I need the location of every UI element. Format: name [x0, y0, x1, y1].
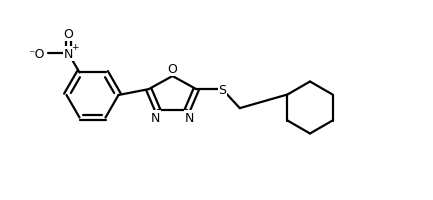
Text: S: S — [218, 83, 226, 96]
Text: O: O — [168, 63, 178, 76]
Text: O: O — [64, 28, 74, 41]
Text: N: N — [151, 111, 160, 124]
Text: +: + — [71, 43, 79, 52]
Text: ⁻O: ⁻O — [29, 48, 45, 61]
Text: N: N — [185, 111, 194, 124]
Text: N: N — [64, 48, 73, 61]
